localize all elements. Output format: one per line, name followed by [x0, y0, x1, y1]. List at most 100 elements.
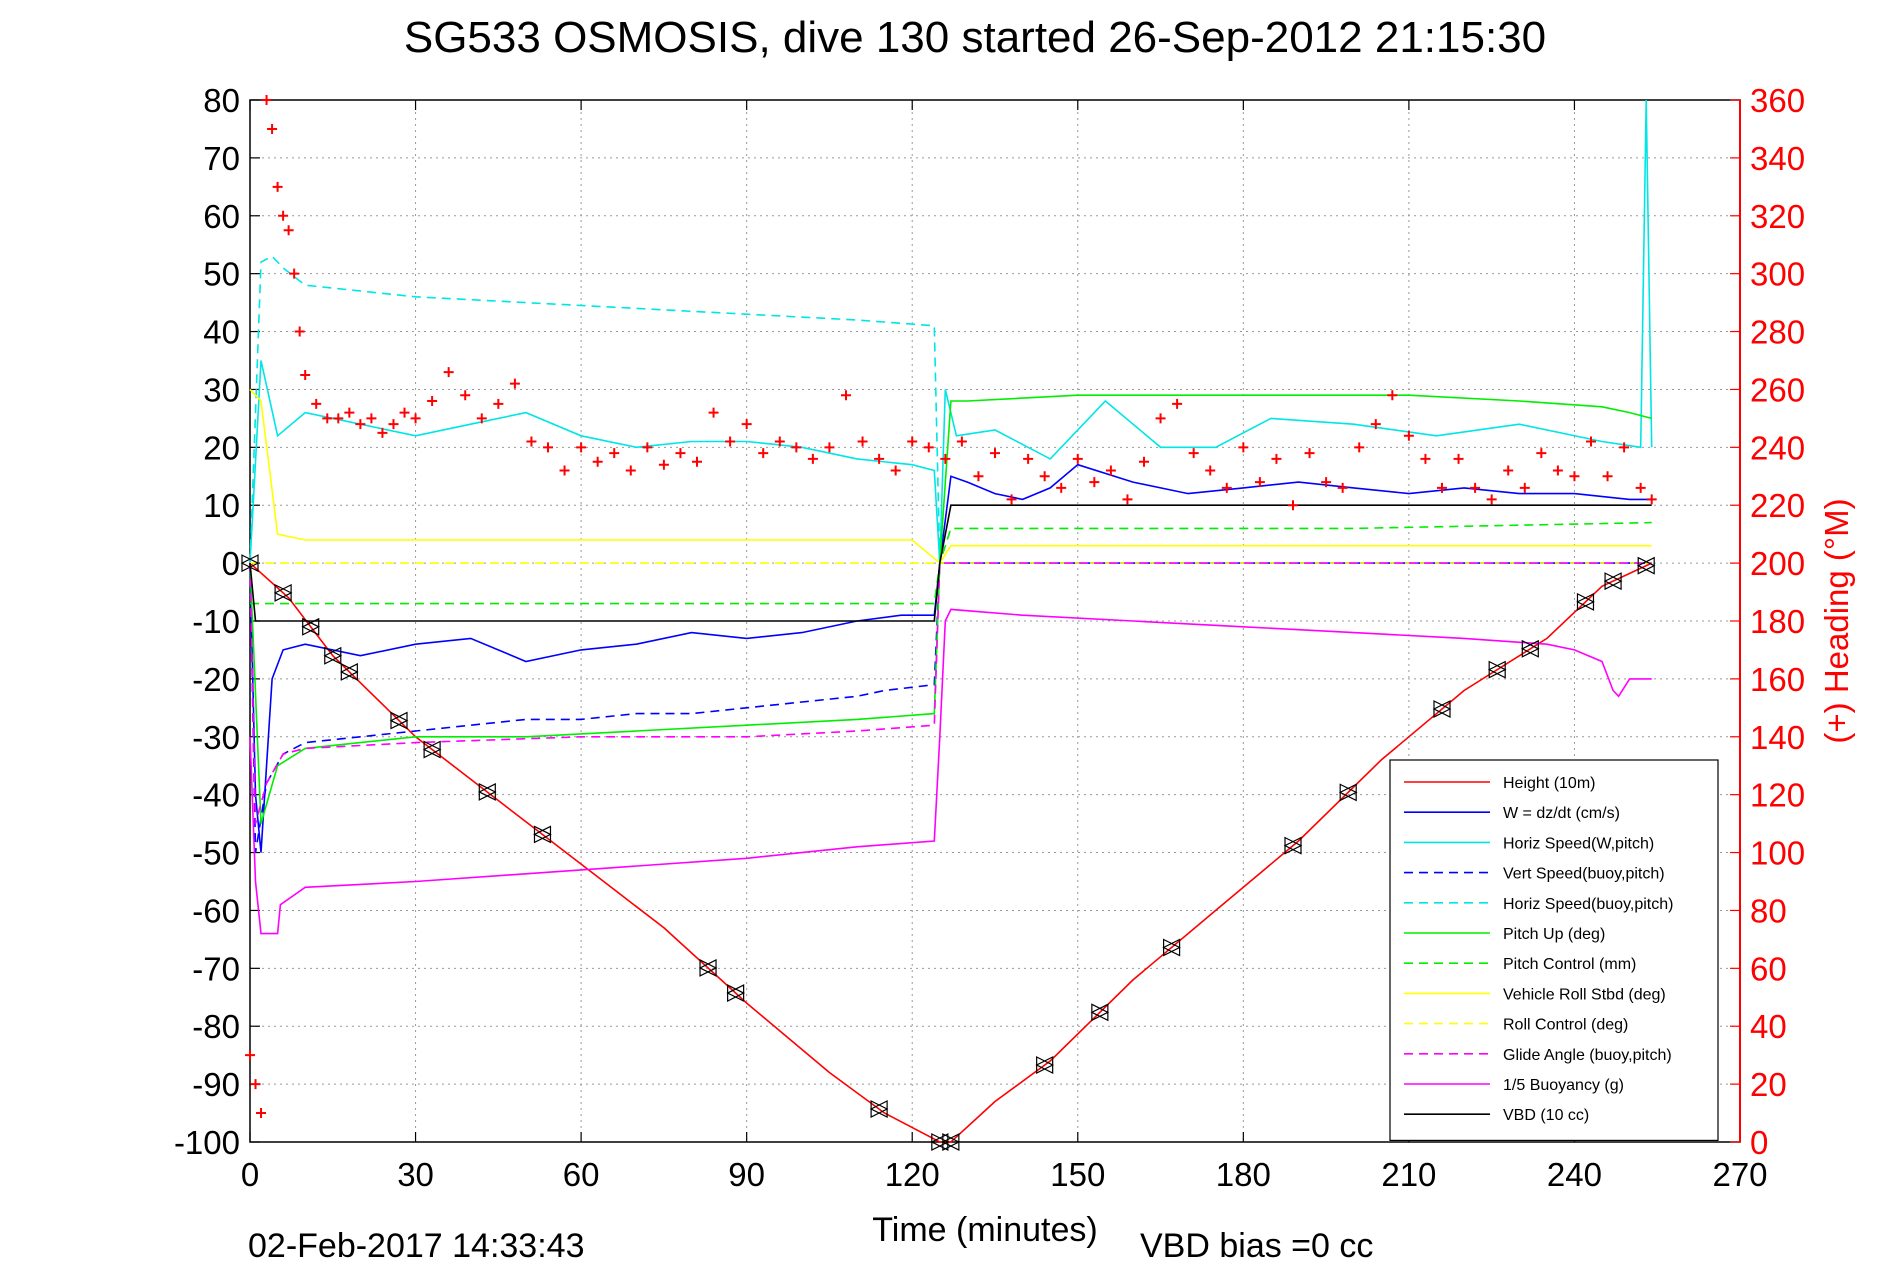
heading-point [1105, 465, 1116, 476]
y2-tick-label: 340 [1750, 140, 1805, 177]
heading-point [1519, 482, 1530, 493]
heading-point [1023, 453, 1034, 464]
x-axis-label: Time (minutes) [872, 1211, 1097, 1249]
heading-point [283, 225, 294, 236]
heading-point [261, 95, 272, 105]
heading-point [443, 367, 454, 378]
legend-box [1389, 759, 1719, 1141]
heading-point [956, 436, 967, 447]
dive-marker [941, 1133, 960, 1151]
y-tick-label: 20 [203, 429, 240, 466]
heading-point [940, 453, 951, 464]
heading-point [1370, 419, 1381, 430]
heading-point [333, 413, 344, 424]
heading-point [289, 268, 300, 279]
heading-point [824, 442, 835, 453]
dive-marker [726, 984, 745, 1003]
x-tick-label: 150 [1050, 1156, 1105, 1193]
dive-marker [533, 825, 552, 844]
heading-point [543, 442, 553, 453]
heading-point [1470, 482, 1481, 493]
heading-point [1205, 465, 1216, 476]
y2-tick-label: 140 [1750, 719, 1805, 756]
heading-point [1072, 453, 1083, 464]
heading-point [460, 390, 471, 401]
dive-marker [1338, 783, 1357, 802]
y2-tick-label: 320 [1750, 198, 1805, 235]
y-tick-label: 0 [222, 545, 240, 582]
y2-tick-label: 60 [1750, 950, 1787, 987]
legend-entry: W = dz/dt (cm/s) [1503, 805, 1620, 822]
heading-point [1602, 471, 1613, 482]
y2-tick-label: 120 [1750, 777, 1805, 814]
dive-marker [1432, 700, 1451, 718]
heading-point [476, 413, 487, 424]
heading-point [509, 378, 520, 389]
y2-tick-label: 20 [1750, 1066, 1787, 1103]
heading-point [642, 442, 653, 453]
heading-point [526, 436, 537, 447]
legend-entry: VBD (10 cc) [1503, 1107, 1589, 1124]
y-tick-label: -20 [192, 661, 240, 698]
heading-point [256, 1108, 267, 1119]
heading-point [250, 1079, 261, 1090]
heading-point [427, 396, 438, 407]
heading-point [1304, 448, 1315, 459]
heading-point [278, 210, 289, 221]
heading-point [1420, 453, 1431, 464]
y2-tick-label: 160 [1750, 661, 1805, 698]
x-tick-label: 60 [563, 1156, 600, 1193]
heading-point [857, 436, 868, 447]
legend-entry: Roll Control (deg) [1503, 1017, 1628, 1034]
heading-point [311, 398, 322, 409]
heading-point [300, 369, 311, 380]
y-tick-label: 30 [203, 371, 240, 408]
heading-point [1552, 465, 1563, 476]
legend-entry: Horiz Speed(W,pitch) [1503, 835, 1654, 852]
legend: Height (10m) W = dz/dt (cm/s) Horiz Speed(… [1389, 759, 1719, 1141]
heading-point [1288, 500, 1298, 511]
y-tick-label: 10 [203, 487, 240, 524]
heading-series [245, 95, 1657, 1119]
dive-marker [477, 782, 496, 801]
series-pitch-control-mm [250, 521, 1652, 605]
y-tick-label: 40 [203, 314, 240, 351]
legend-entry: 1/5 Buoyancy (g) [1503, 1077, 1624, 1094]
series-pitch-up-deg [249, 394, 1652, 824]
x-tick-label: 30 [397, 1156, 434, 1193]
heading-point [1354, 442, 1365, 453]
dive-marker [1487, 660, 1506, 679]
heading-point [1006, 494, 1017, 505]
heading-point [1254, 477, 1265, 488]
y-tick-label: -50 [192, 835, 240, 872]
legend-entry: Vert Speed(buoy,pitch) [1503, 866, 1665, 883]
heading-point [791, 442, 802, 453]
dive-marker [1035, 1056, 1054, 1074]
heading-point [592, 456, 603, 467]
heading-point [1569, 471, 1580, 482]
heading-point [1172, 398, 1183, 409]
heading-point [1221, 482, 1232, 493]
heading-point [1321, 477, 1332, 488]
heading-point [1536, 448, 1547, 459]
heading-point [1619, 442, 1630, 453]
x-tick-label: 90 [728, 1156, 765, 1193]
heading-point [388, 419, 399, 430]
heading-point [1139, 456, 1149, 467]
heading-point [841, 390, 851, 401]
heading-point [1056, 482, 1067, 493]
dive-marker [1162, 938, 1181, 957]
heading-point [245, 1050, 255, 1061]
dive-marker [1090, 1003, 1109, 1022]
heading-point [1122, 494, 1133, 505]
heading-point [990, 448, 1000, 459]
heading-point [559, 465, 570, 476]
dive-marker [240, 554, 259, 573]
series-horiz-speed-w-pitch [249, 99, 1653, 564]
y2-tick-label: 360 [1750, 82, 1805, 119]
y-tick-label: -30 [192, 719, 240, 756]
y2-tick-label: 280 [1750, 314, 1805, 351]
heading-point [1238, 442, 1249, 453]
x-tick-label: 270 [1712, 1156, 1767, 1193]
heading-point [725, 436, 736, 447]
